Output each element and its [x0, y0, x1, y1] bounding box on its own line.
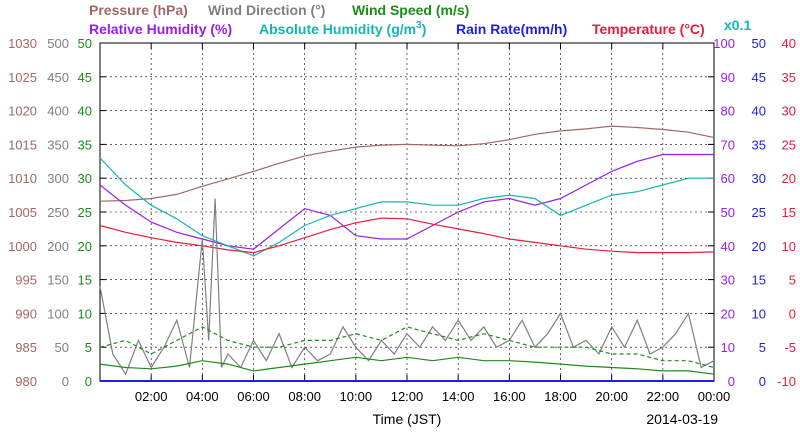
y-tick-label: 100 — [713, 36, 735, 51]
y-tick-label: 50 — [721, 205, 735, 220]
y-tick-label: 0 — [728, 374, 735, 389]
y-tick-label: 40 — [78, 104, 92, 119]
x-tick-label: 12:00 — [391, 389, 424, 404]
legend-entry: Wind Direction (°) — [208, 2, 325, 18]
y-tick-label: 15 — [78, 273, 92, 288]
y-tick-label: 1015 — [8, 137, 37, 152]
y-tick-label: 200 — [47, 239, 69, 254]
y-tick-label: 5 — [759, 340, 766, 355]
y-tick-label: 0 — [85, 374, 92, 389]
y-tick-label: 985 — [15, 340, 37, 355]
legend-entry: Relative Humidity (%) — [89, 21, 232, 37]
legend-entry: Absolute Humidity (g/m3) — [259, 20, 426, 37]
y-tick-label: -10 — [777, 374, 796, 389]
y-tick-label: 15 — [752, 273, 766, 288]
series-line-wind-speed-max — [99, 326, 715, 369]
series-line-pressure — [99, 125, 715, 202]
series-line-wind-direction — [99, 198, 715, 376]
x-tick-label: 14:00 — [442, 389, 475, 404]
y-tick-label: 15 — [782, 205, 796, 220]
x-tick-label: 10:00 — [340, 389, 373, 404]
y-tick-label: 25 — [78, 205, 92, 220]
y-tick-label: 5 — [789, 273, 796, 288]
y-tick-label: 60 — [721, 171, 735, 186]
y-tick-label: 980 — [15, 374, 37, 389]
y-tick-label: 20 — [752, 239, 766, 254]
y-tick-label: 25 — [782, 137, 796, 152]
y-tick-label: 250 — [47, 205, 69, 220]
x-tick-label: 20:00 — [595, 389, 628, 404]
chart-date: 2014-03-19 — [646, 411, 718, 427]
legend-entry: Rain Rate(mm/h) — [456, 21, 567, 37]
series-line-wind-speed — [99, 356, 715, 375]
y-tick-label: 40 — [752, 104, 766, 119]
y-tick-label: 20 — [721, 306, 735, 321]
y-tick-label: 10 — [752, 306, 766, 321]
y-tick-label: 1010 — [8, 171, 37, 186]
legend-entry: Pressure (hPa) — [89, 2, 188, 18]
legend-entry: x0.1 — [724, 17, 751, 33]
x-tick-label: 02:00 — [135, 389, 168, 404]
y-tick-label: 35 — [782, 70, 796, 85]
y-tick-label: 50 — [55, 340, 69, 355]
y-tick-label: 10 — [782, 239, 796, 254]
y-tick-label: 45 — [78, 70, 92, 85]
y-tick-label: 90 — [721, 70, 735, 85]
y-tick-label: 300 — [47, 171, 69, 186]
y-tick-label: 500 — [47, 36, 69, 51]
y-tick-label: 25 — [752, 205, 766, 220]
y-tick-label: 995 — [15, 273, 37, 288]
y-tick-label: 35 — [752, 137, 766, 152]
y-tick-label: 30 — [782, 104, 796, 119]
y-tick-label: 70 — [721, 137, 735, 152]
y-tick-label: 50 — [752, 36, 766, 51]
y-tick-label: 40 — [782, 36, 796, 51]
y-tick-label: 400 — [47, 104, 69, 119]
y-tick-label: 0 — [789, 306, 796, 321]
y-tick-label: 30 — [752, 171, 766, 186]
y-tick-label: 35 — [78, 137, 92, 152]
y-tick-label: 20 — [78, 239, 92, 254]
y-tick-label: 1000 — [8, 239, 37, 254]
y-tick-label: 450 — [47, 70, 69, 85]
y-tick-label: 0 — [62, 374, 69, 389]
y-tick-label: -5 — [784, 340, 796, 355]
y-tick-label: 80 — [721, 104, 735, 119]
y-tick-label: 150 — [47, 273, 69, 288]
x-tick-label: 04:00 — [186, 389, 219, 404]
y-tick-label: 30 — [721, 273, 735, 288]
legend-entry: Wind Speed (m/s) — [352, 2, 469, 18]
y-tick-label: 0 — [759, 374, 766, 389]
y-tick-label: 350 — [47, 137, 69, 152]
y-tick-label: 100 — [47, 306, 69, 321]
x-axis-label: Time (JST) — [373, 411, 442, 427]
y-tick-label: 30 — [78, 171, 92, 186]
y-tick-label: 5 — [85, 340, 92, 355]
y-tick-label: 20 — [782, 171, 796, 186]
x-tick-label: 00:00 — [698, 389, 731, 404]
y-tick-label: 10 — [78, 306, 92, 321]
y-tick-label: 1025 — [8, 70, 37, 85]
y-tick-label: 50 — [78, 36, 92, 51]
x-tick-label: 22:00 — [647, 389, 680, 404]
y-tick-label: 1005 — [8, 205, 37, 220]
x-tick-label: 16:00 — [493, 389, 526, 404]
y-tick-label: 40 — [721, 239, 735, 254]
legend-entry: Temperature (°C) — [592, 21, 705, 37]
y-tick-label: 1030 — [8, 36, 37, 51]
y-tick-label: 45 — [752, 70, 766, 85]
y-tick-label: 10 — [721, 340, 735, 355]
series-line-absolute-humidity — [99, 157, 714, 257]
x-tick-label: 18:00 — [544, 389, 577, 404]
y-tick-label: 1020 — [8, 104, 37, 119]
x-tick-label: 06:00 — [237, 389, 270, 404]
y-tick-label: 990 — [15, 306, 37, 321]
x-tick-label: 08:00 — [288, 389, 321, 404]
